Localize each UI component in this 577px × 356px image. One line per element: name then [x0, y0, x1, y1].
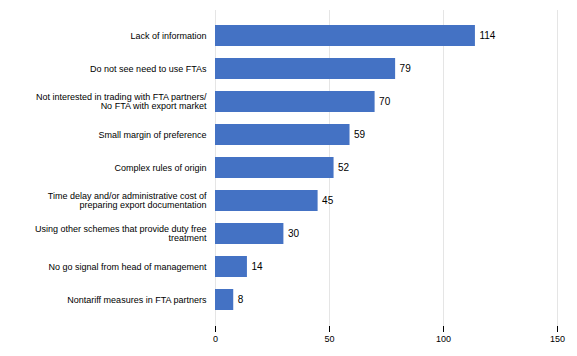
svg-text:Using other schemes that provi: Using other schemes that provide duty fr…: [35, 224, 207, 243]
svg-text:8: 8: [238, 294, 244, 305]
svg-text:Time delay and/or administrati: Time delay and/or administrative cost of…: [48, 191, 207, 210]
svg-text:59: 59: [354, 129, 366, 140]
svg-text:100: 100: [436, 334, 451, 344]
svg-text:Not interested in trading with: Not interested in trading with FTA partn…: [36, 92, 207, 111]
svg-text:14: 14: [251, 261, 263, 272]
svg-text:30: 30: [288, 228, 300, 239]
svg-text:45: 45: [322, 195, 334, 206]
svg-text:Small margin of preference: Small margin of preference: [98, 130, 206, 140]
svg-text:Nontariff measures in FTA part: Nontariff measures in FTA partners: [67, 295, 207, 305]
svg-text:70: 70: [379, 96, 391, 107]
svg-text:Lack of information: Lack of information: [130, 31, 206, 41]
svg-text:150: 150: [550, 334, 565, 344]
svg-text:79: 79: [400, 63, 412, 74]
svg-text:0: 0: [213, 334, 218, 344]
svg-text:52: 52: [338, 162, 350, 173]
svg-text:50: 50: [324, 334, 334, 344]
svg-text:Complex rules of origin: Complex rules of origin: [114, 163, 206, 173]
svg-text:114: 114: [479, 30, 495, 41]
svg-text:No go signal from head of mana: No go signal from head of management: [48, 262, 207, 272]
svg-text:Do not see need to use FTAs: Do not see need to use FTAs: [90, 64, 207, 74]
